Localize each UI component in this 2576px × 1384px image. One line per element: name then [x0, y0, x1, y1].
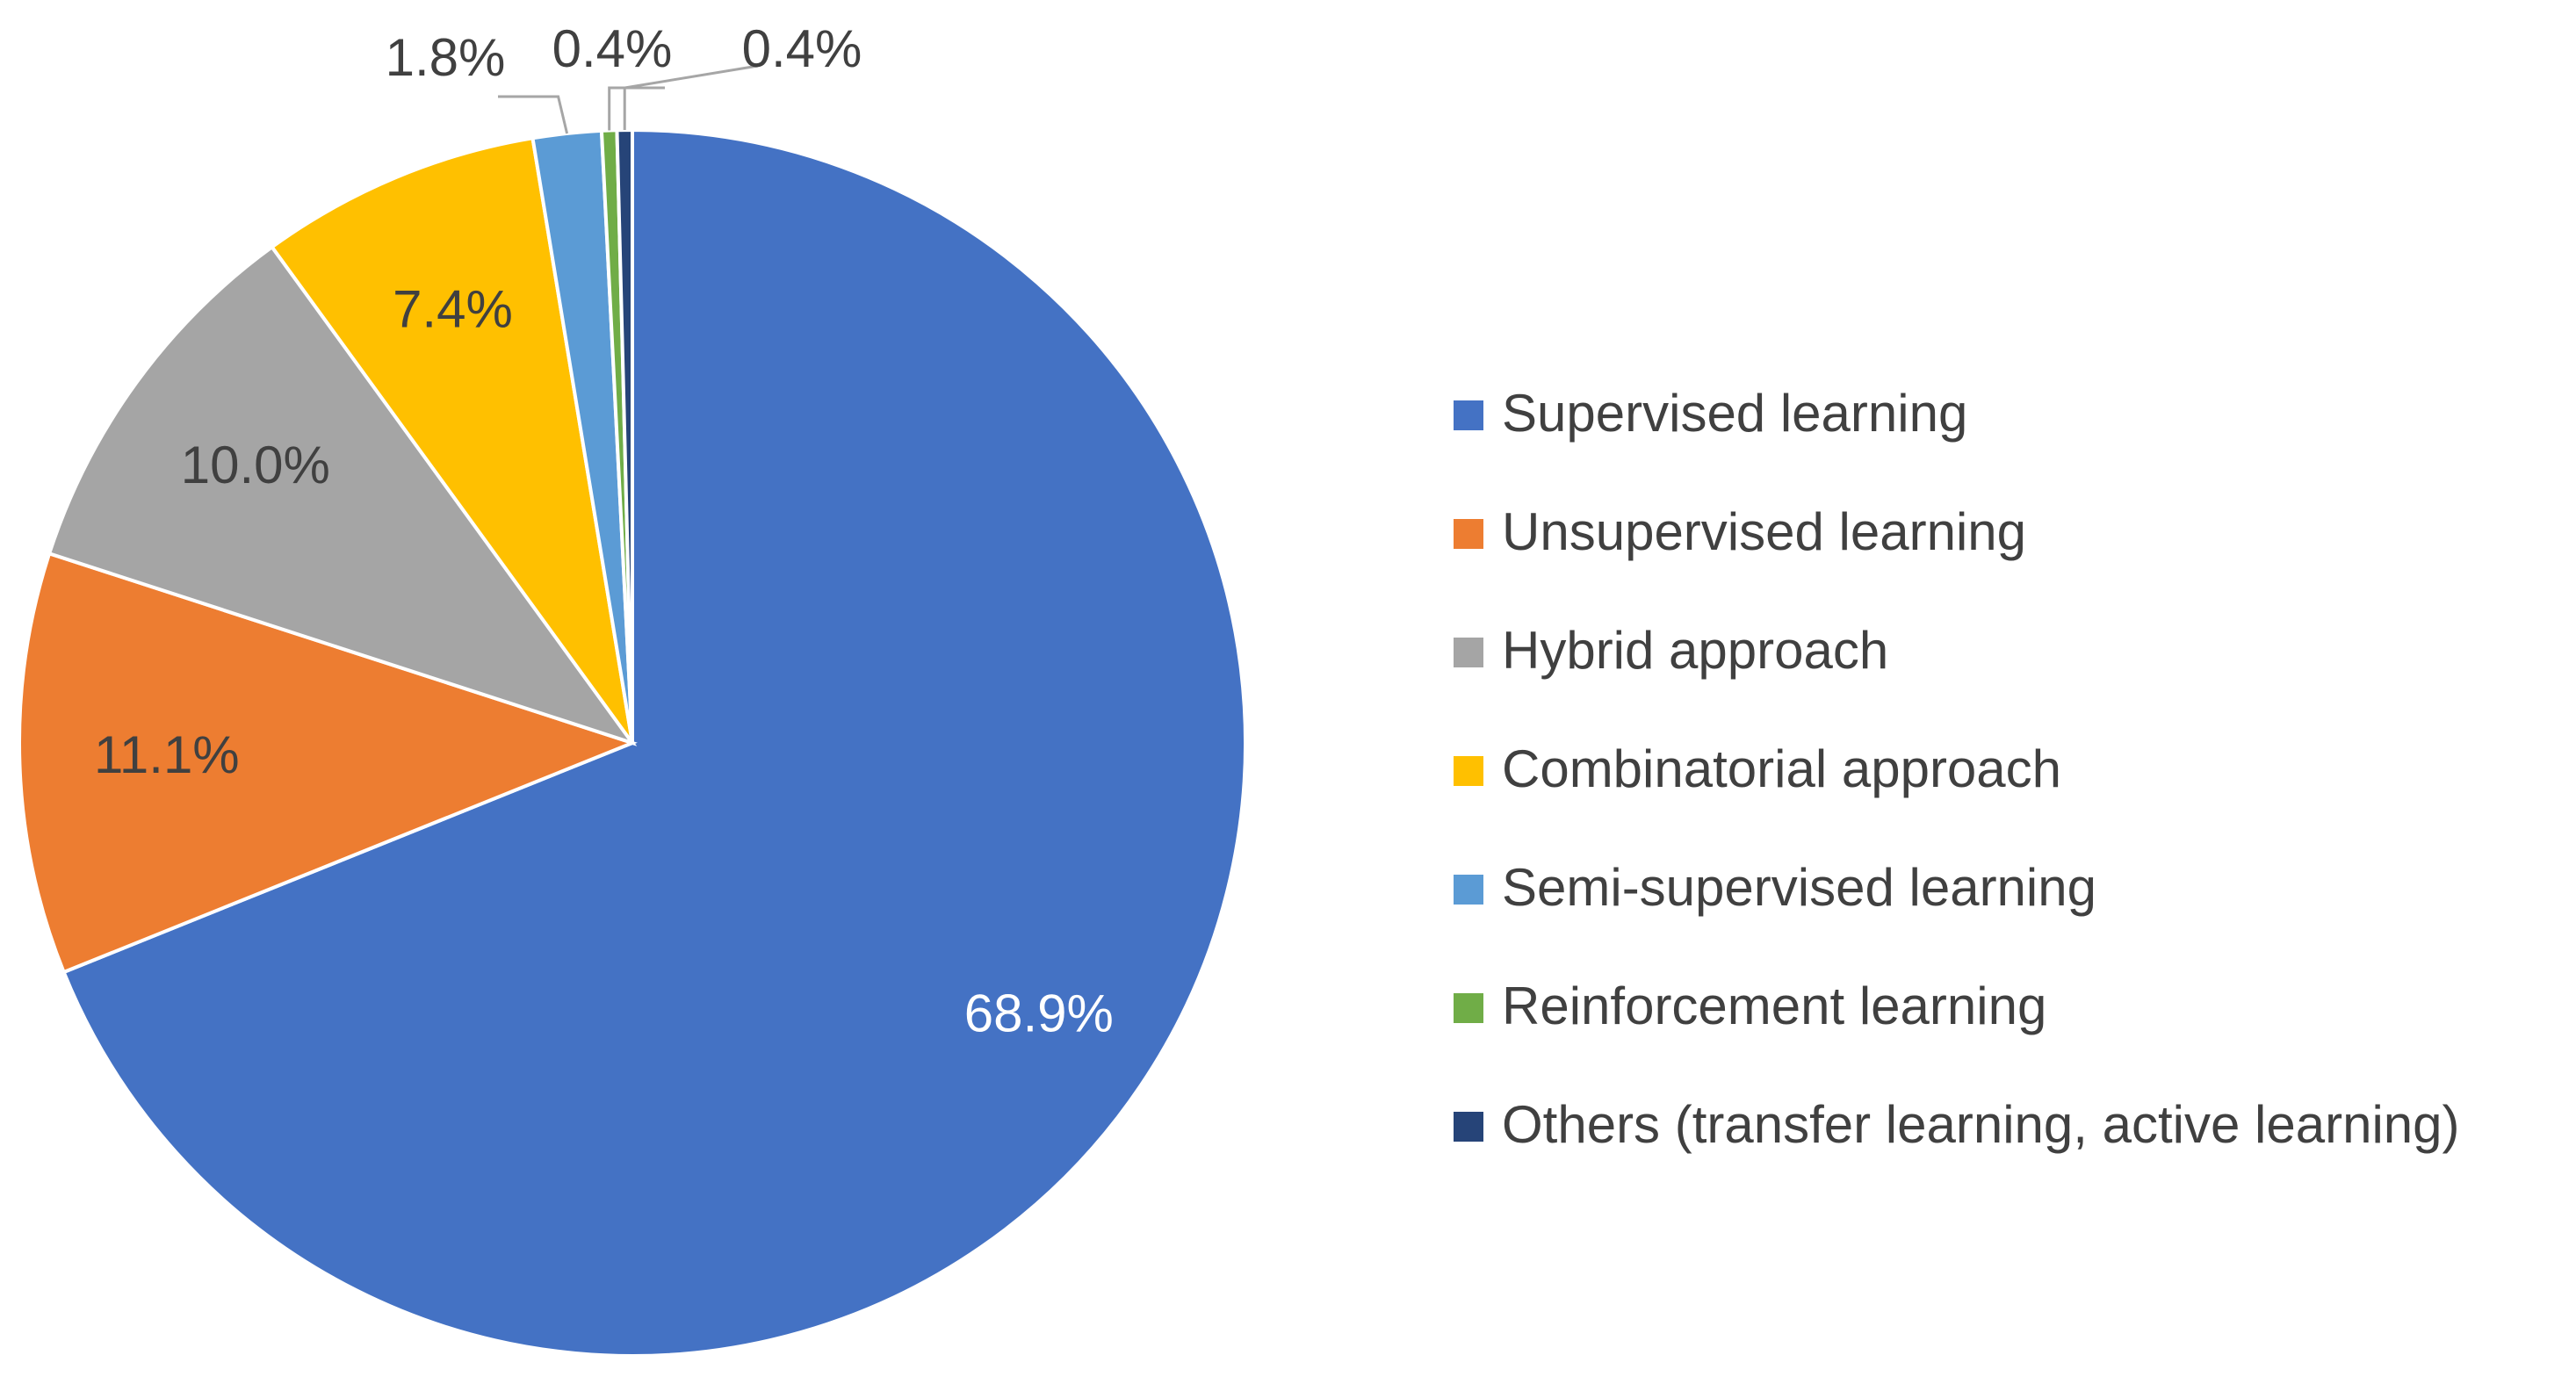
legend-label: Supervised learning [1502, 384, 1967, 443]
legend-swatch [1454, 756, 1483, 786]
data-label: 11.1% [94, 725, 240, 784]
legend-swatch [1454, 400, 1483, 430]
legend-label: Hybrid approach [1502, 621, 1888, 680]
data-label: 0.4% [552, 19, 673, 78]
data-label: 7.4% [393, 279, 513, 338]
legend-swatch [1454, 1112, 1483, 1142]
pie-slice [18, 551, 638, 975]
data-label: 0.4% [742, 19, 862, 78]
leader-line [623, 64, 759, 131]
pie-slice [61, 127, 1247, 1358]
legend-label: Semi-supervised learning [1502, 858, 2096, 917]
legend-swatch [1454, 993, 1483, 1023]
legend-label: Reinforcement learning [1502, 977, 2046, 1035]
legend-label: Unsupervised learning [1502, 502, 2026, 561]
legend-label: Combinatorial approach [1502, 739, 2061, 798]
data-label: 10.0% [181, 436, 330, 494]
legend-swatch [1454, 638, 1483, 667]
data-label: 68.9% [964, 984, 1114, 1042]
legend-swatch [1454, 875, 1483, 905]
pie-slice [269, 135, 634, 745]
data-label: 1.8% [386, 28, 506, 87]
leader-line [608, 86, 665, 131]
leader-line [498, 95, 569, 134]
pie-slice [47, 244, 638, 746]
legend-swatch [1454, 519, 1483, 549]
legend-label: Others (transfer learning, active learni… [1502, 1095, 2460, 1154]
